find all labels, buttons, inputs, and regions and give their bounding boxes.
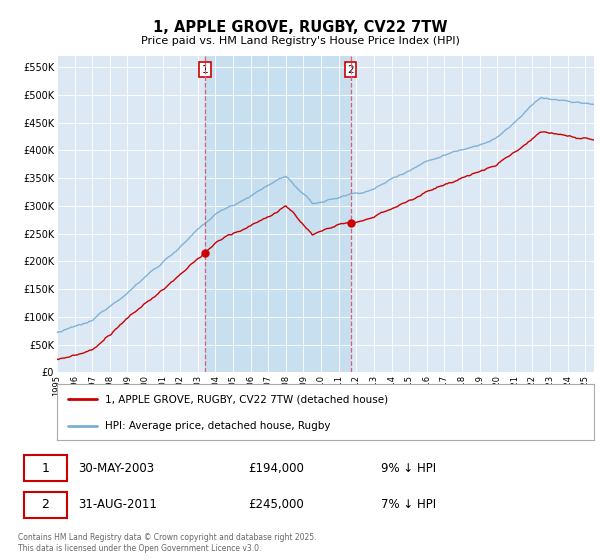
Text: 1: 1 xyxy=(41,462,49,475)
Text: Price paid vs. HM Land Registry's House Price Index (HPI): Price paid vs. HM Land Registry's House … xyxy=(140,36,460,46)
Text: 9% ↓ HPI: 9% ↓ HPI xyxy=(381,462,436,475)
Text: Contains HM Land Registry data © Crown copyright and database right 2025.
This d: Contains HM Land Registry data © Crown c… xyxy=(18,533,317,553)
FancyBboxPatch shape xyxy=(24,455,67,481)
Text: 7% ↓ HPI: 7% ↓ HPI xyxy=(381,498,436,511)
Text: £245,000: £245,000 xyxy=(248,498,304,511)
Text: 31-AUG-2011: 31-AUG-2011 xyxy=(79,498,157,511)
Text: 2: 2 xyxy=(41,498,49,511)
Bar xyxy=(205,56,350,372)
FancyBboxPatch shape xyxy=(24,492,67,518)
Text: 30-MAY-2003: 30-MAY-2003 xyxy=(79,462,155,475)
Text: £194,000: £194,000 xyxy=(248,462,304,475)
Text: 1: 1 xyxy=(202,65,209,75)
Text: HPI: Average price, detached house, Rugby: HPI: Average price, detached house, Rugb… xyxy=(106,421,331,431)
Text: 1, APPLE GROVE, RUGBY, CV22 7TW: 1, APPLE GROVE, RUGBY, CV22 7TW xyxy=(153,20,447,35)
Text: 2: 2 xyxy=(347,65,354,75)
Text: 1, APPLE GROVE, RUGBY, CV22 7TW (detached house): 1, APPLE GROVE, RUGBY, CV22 7TW (detache… xyxy=(106,394,388,404)
